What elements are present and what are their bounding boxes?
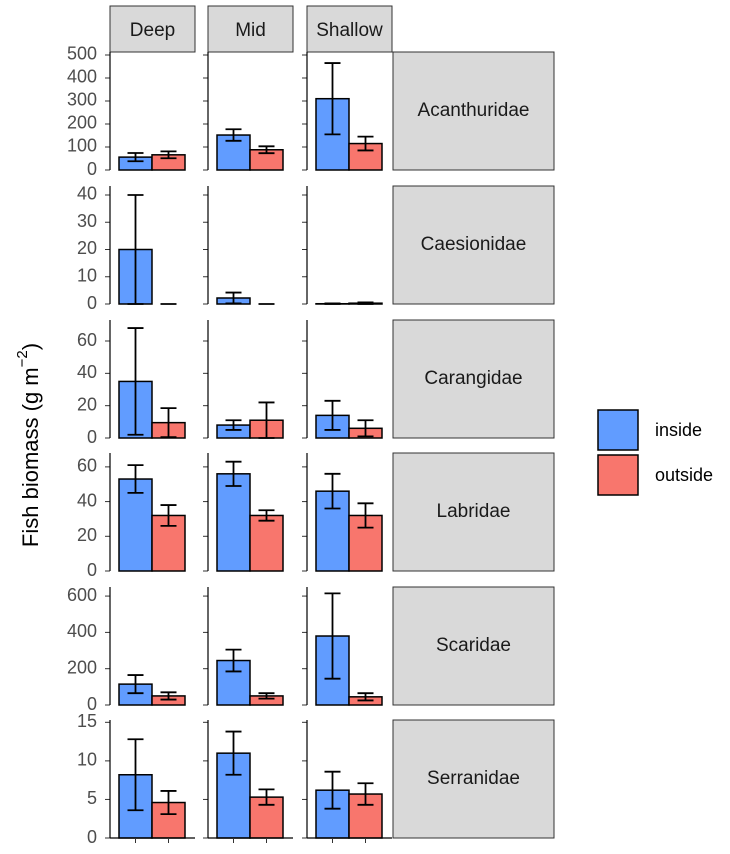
error-bar — [325, 303, 341, 304]
y-tick-label: 20 — [77, 525, 97, 545]
y-tick-label: 15 — [77, 711, 97, 731]
error-bar — [358, 302, 374, 304]
y-label-superscript: −2 — [14, 350, 31, 367]
y-tick-label: 0 — [87, 427, 97, 447]
facet-label: Shallow — [316, 20, 383, 41]
bar — [250, 515, 283, 571]
y-label-suffix: ) — [18, 343, 43, 350]
y-tick-label: 400 — [67, 621, 97, 641]
y-tick-label: 60 — [77, 456, 97, 476]
row-label: Serranidae — [427, 768, 520, 789]
row-label: Scaridae — [436, 635, 511, 656]
y-tick-label: 200 — [67, 113, 97, 133]
y-tick-label: 30 — [77, 211, 97, 231]
y-tick-label: 5 — [87, 788, 97, 808]
y-tick-label: 0 — [87, 560, 97, 580]
y-tick-label: 20 — [77, 394, 97, 414]
row-label: Acanthuridae — [418, 100, 530, 121]
y-tick-label: 40 — [77, 184, 97, 204]
legend-label: inside — [655, 420, 702, 440]
y-tick-label: 400 — [67, 67, 97, 87]
y-tick-label: 0 — [87, 827, 97, 847]
row-label: Carangidae — [424, 368, 522, 389]
row-label: Caesionidae — [421, 234, 527, 255]
y-tick-label: 40 — [77, 490, 97, 510]
y-tick-label: 200 — [67, 657, 97, 677]
y-tick-label: 300 — [67, 90, 97, 110]
y-tick-label: 100 — [67, 136, 97, 156]
facet-label: Mid — [235, 20, 266, 41]
y-tick-label: 40 — [77, 362, 97, 382]
row-label: Labridae — [437, 501, 511, 522]
y-tick-label: 20 — [77, 238, 97, 258]
y-axis-label: Fish biomass (g m−2) — [14, 343, 43, 547]
y-label-text: Fish biomass (g m — [18, 367, 43, 547]
y-tick-label: 0 — [87, 159, 97, 179]
y-tick-label: 10 — [77, 265, 97, 285]
legend-label: outside — [655, 465, 713, 485]
y-tick-label: 10 — [77, 750, 97, 770]
y-tick-label: 600 — [67, 585, 97, 605]
facet-label: Deep — [130, 20, 175, 41]
y-tick-label: 0 — [87, 293, 97, 313]
y-tick-label: 60 — [77, 330, 97, 350]
y-tick-label: 500 — [67, 44, 97, 64]
legend-key — [598, 410, 638, 450]
bar — [217, 474, 250, 571]
legend-key — [598, 455, 638, 495]
